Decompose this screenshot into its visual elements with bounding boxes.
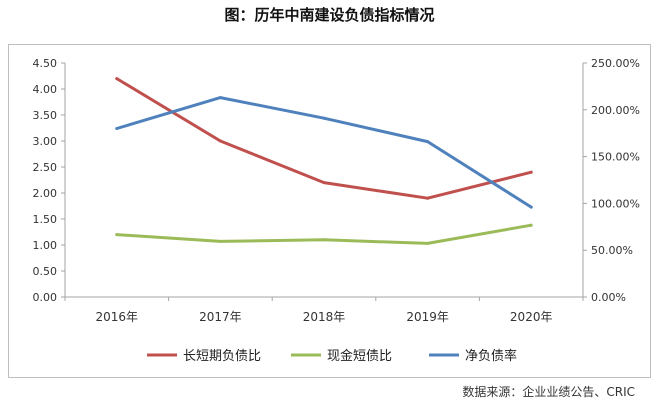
line-chart: 0.00 0.50 1.00 1.50 2.00 2.50 3.00 3.50 4.00 4.50… [33, 57, 640, 364]
left-tick-label: 0.50 [33, 265, 58, 278]
left-tick-label: 1.00 [33, 239, 58, 252]
legend-label: 现金短债比 [327, 348, 392, 364]
data-point [529, 205, 533, 209]
left-tick-label: 3.50 [33, 109, 58, 122]
chart-container: 0.00 0.50 1.00 1.50 2.00 2.50 3.00 3.50 4.00 4.50… [8, 44, 651, 378]
series-line-3 [115, 96, 533, 209]
source-note: 数据来源：企业业绩公告、CRIC [462, 385, 635, 399]
series-line-1 [115, 77, 533, 200]
data-point [218, 96, 222, 100]
left-tick-label: 1.50 [33, 213, 58, 226]
data-point [322, 181, 326, 185]
axes: 0.00 0.50 1.00 1.50 2.00 2.50 3.00 3.50 4.00 4.50… [33, 57, 640, 324]
legend-label: 长短期负债比 [183, 349, 261, 364]
right-tick-label: 150.00% [591, 151, 640, 164]
x-tick-label: 2020年 [510, 310, 553, 324]
right-tick-label: 200.00% [591, 104, 640, 117]
right-tick-label: 250.00% [591, 57, 640, 70]
data-point [529, 223, 533, 227]
left-tick-label: 2.50 [33, 161, 58, 174]
data-point [115, 127, 119, 131]
left-tick-label: 2.00 [33, 187, 58, 200]
data-point [426, 241, 430, 245]
data-point [322, 116, 326, 120]
right-tick-label: 100.00% [591, 197, 640, 210]
left-tick-label: 3.00 [33, 135, 58, 148]
left-tick-label: 4.00 [33, 83, 58, 96]
series-lines [115, 77, 533, 245]
left-tick-label: 0.00 [33, 291, 58, 304]
data-point [115, 77, 119, 81]
data-point [426, 140, 430, 144]
data-point [218, 239, 222, 243]
data-point [115, 233, 119, 237]
legend-label: 净负债率 [465, 348, 517, 364]
left-tick-label: 4.50 [33, 57, 58, 70]
right-tick-label: 50.00% [591, 244, 633, 257]
x-tick-label: 2016年 [96, 310, 139, 324]
data-point [426, 196, 430, 200]
x-tick-label: 2019年 [406, 310, 449, 324]
page-title: 图：历年中南建设负债指标情况 [224, 6, 435, 24]
data-point [529, 170, 533, 174]
right-tick-label: 0.00% [591, 291, 626, 304]
data-point [218, 139, 222, 143]
data-point [322, 238, 326, 242]
legend: 长短期负债比 现金短债比 净负债率 [147, 348, 517, 364]
x-tick-label: 2018年 [303, 310, 346, 324]
x-tick-label: 2017年 [199, 310, 242, 324]
